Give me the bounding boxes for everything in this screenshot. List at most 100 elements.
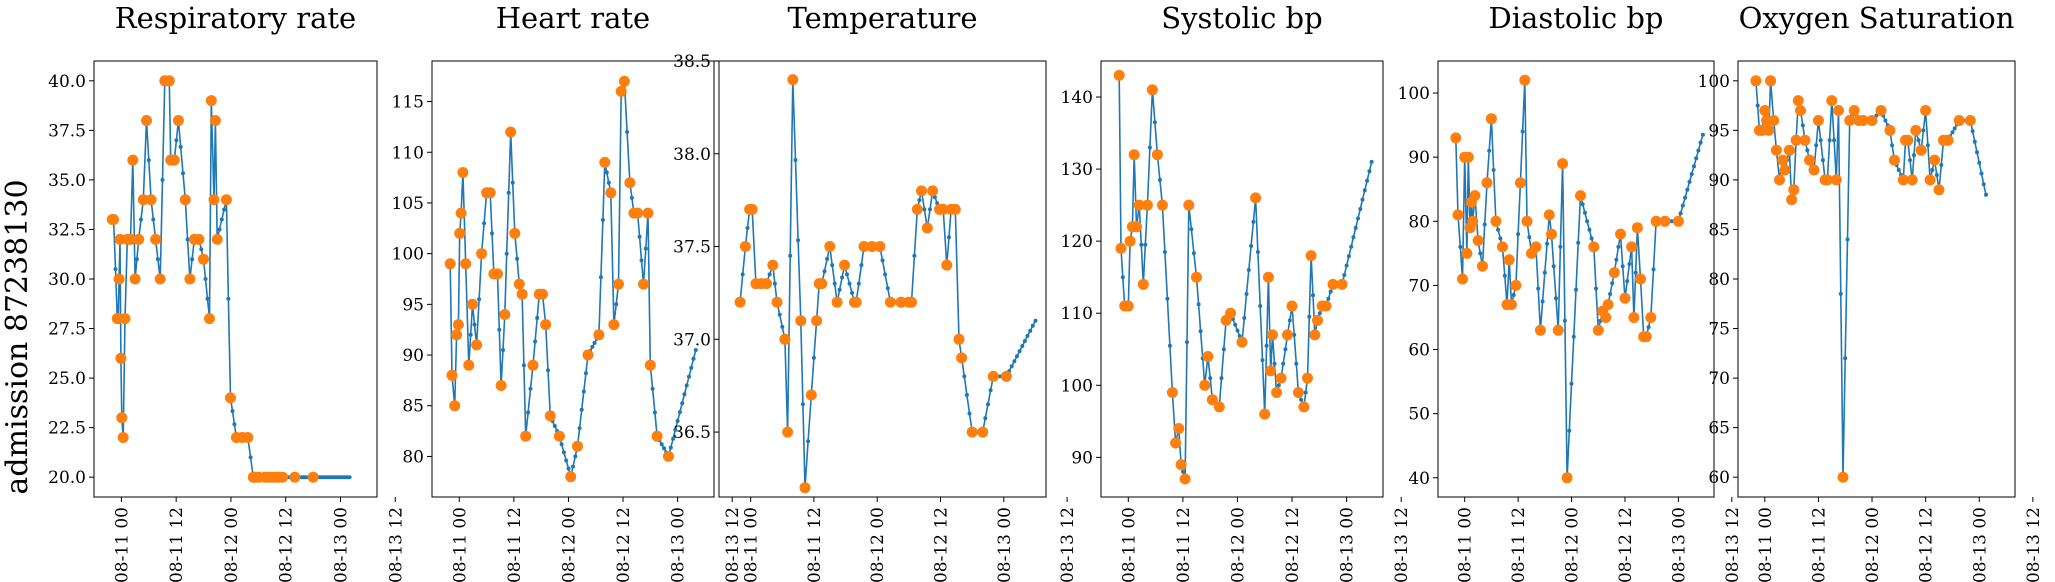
series-point xyxy=(347,475,352,480)
series-point xyxy=(1972,139,1977,144)
measurement-marker xyxy=(1964,115,1976,126)
panel-3: Systolic bp 90 100 110 120 130 140 08-11 00 08-1… xyxy=(1061,1,1413,582)
series-point xyxy=(847,281,852,286)
series-point xyxy=(682,392,687,397)
series-point xyxy=(668,445,673,450)
series-point xyxy=(800,402,805,407)
y-tick-label: 80 xyxy=(1708,270,1730,290)
measurement-marker xyxy=(1286,300,1298,312)
panel-1: Heart rate 80 85 90 95 100 105 110 115 08-11 00 08… xyxy=(392,1,744,582)
measurement-marker xyxy=(1206,394,1218,406)
plot-frame xyxy=(431,60,715,498)
series-point xyxy=(1696,148,1701,153)
measurement-marker xyxy=(1557,158,1569,170)
measurement-marker xyxy=(1225,307,1237,319)
measurement-marker xyxy=(471,339,483,351)
series-point xyxy=(521,363,526,368)
measurement-marker xyxy=(1506,299,1517,311)
measurement-marker xyxy=(1929,154,1941,166)
x-tick-label: 08-12 12 xyxy=(932,507,952,582)
series-point xyxy=(1975,150,1979,155)
x-tick-label: 08-12 00 xyxy=(1863,507,1883,582)
measurement-marker xyxy=(839,259,850,271)
panel-5: Oxygen Saturation 60 65 70 75 80 85 90 95 100 08-1… xyxy=(1698,1,2044,582)
measurement-marker xyxy=(204,313,215,325)
measurement-marker xyxy=(1503,254,1515,266)
y-tick-label: 110 xyxy=(392,143,424,163)
series-point xyxy=(780,324,785,329)
series-point xyxy=(1353,225,1358,230)
series-point xyxy=(1311,293,1315,298)
measurement-marker xyxy=(1848,105,1860,116)
series-point xyxy=(1680,203,1685,208)
measurement-marker xyxy=(953,333,965,345)
series-point xyxy=(1589,236,1594,241)
series-point xyxy=(217,227,222,232)
x-tick-label: 08-11 12 xyxy=(505,507,525,582)
x-tick-label: 08-13 12 xyxy=(723,507,743,582)
y-tick-label: 80 xyxy=(402,447,424,467)
series-point xyxy=(590,344,595,349)
measurement-marker xyxy=(179,194,191,206)
y-tick-label: 90 xyxy=(1408,148,1430,168)
measurement-marker xyxy=(1830,174,1842,186)
series-point xyxy=(1551,264,1556,269)
x-tick-label: 08-12 12 xyxy=(1616,507,1636,582)
measurement-marker xyxy=(193,233,205,245)
measurement-marker xyxy=(499,309,511,320)
measurement-marker xyxy=(1124,235,1136,247)
series-point xyxy=(1832,138,1837,143)
measurement-marker xyxy=(1521,215,1533,227)
series-point xyxy=(1692,164,1696,169)
series-point xyxy=(1360,197,1365,202)
series-point xyxy=(528,386,533,391)
x-tick-label: 08-12 12 xyxy=(277,507,297,582)
series-point xyxy=(880,258,885,263)
series-point xyxy=(1365,178,1370,183)
measurement-marker xyxy=(1320,300,1332,312)
measurement-marker xyxy=(1202,351,1214,362)
y-tick-label: 130 xyxy=(1061,160,1093,180)
measurement-marker xyxy=(1888,154,1900,166)
y-tick-label: 100 xyxy=(1698,72,1730,92)
measurement-marker xyxy=(1774,174,1785,186)
series-point xyxy=(592,340,597,345)
series-point xyxy=(1755,103,1760,108)
series-point xyxy=(1255,250,1260,254)
measurement-marker xyxy=(977,426,989,438)
series-point xyxy=(1482,222,1487,227)
measurement-marker xyxy=(663,450,674,462)
measurement-marker xyxy=(866,241,878,252)
measurement-marker xyxy=(1844,115,1856,126)
measurement-marker xyxy=(1262,271,1274,283)
measurement-marker xyxy=(116,412,128,424)
series-point xyxy=(1921,128,1926,133)
series-point xyxy=(510,180,515,185)
series-point xyxy=(1189,227,1194,232)
series-point xyxy=(1687,179,1692,184)
measurement-marker xyxy=(618,75,630,87)
series-point xyxy=(1594,286,1598,291)
measurement-marker xyxy=(1920,105,1932,116)
series-point xyxy=(581,389,586,394)
measurement-marker xyxy=(1122,300,1134,312)
series-point xyxy=(1221,347,1226,352)
x-tick-label: 08-11 00 xyxy=(1119,507,1139,582)
series-point xyxy=(1700,132,1705,137)
measurement-marker xyxy=(1795,105,1806,116)
measurement-marker xyxy=(1792,95,1804,107)
measurement-marker xyxy=(565,471,577,483)
series-point xyxy=(222,207,227,212)
series-point xyxy=(1307,314,1312,319)
series-point xyxy=(671,436,676,441)
series-point xyxy=(1625,279,1630,284)
x-tick-label: 08-13 00 xyxy=(1669,507,1689,582)
series-point xyxy=(1883,118,1888,123)
series-point xyxy=(146,158,151,163)
series-point xyxy=(1912,153,1916,158)
series-point xyxy=(740,272,745,277)
measurement-marker xyxy=(632,207,644,219)
measurement-marker xyxy=(1292,387,1304,398)
series-point xyxy=(1249,244,1254,248)
